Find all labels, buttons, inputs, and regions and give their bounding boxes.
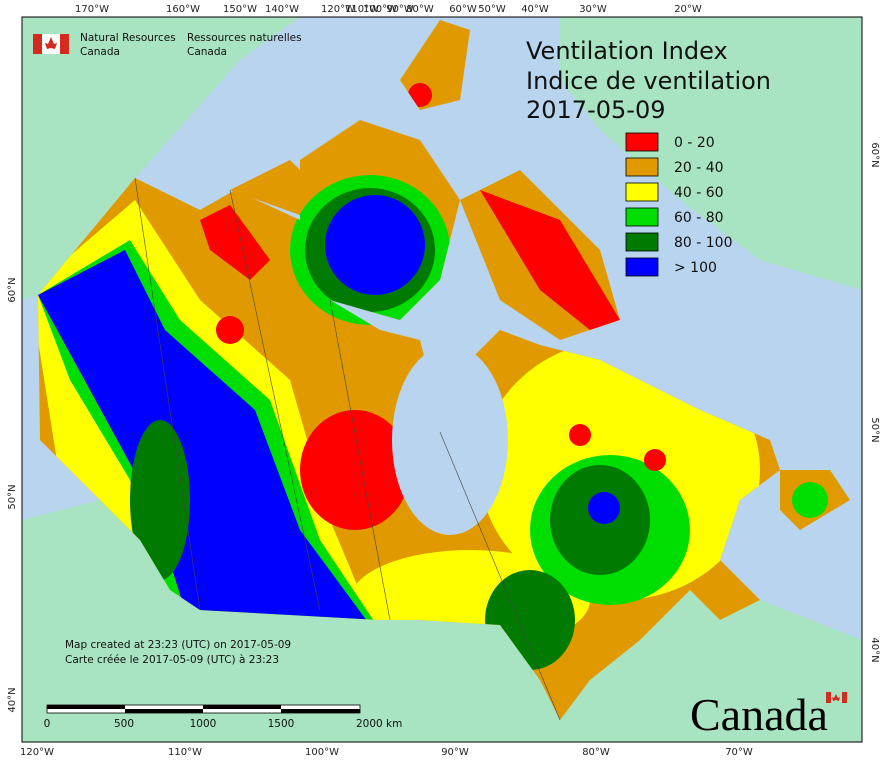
index-60-80 — [792, 482, 828, 518]
index-80-100 — [130, 420, 190, 580]
legend-label: 0 - 20 — [674, 135, 715, 151]
legend-label: 60 - 80 — [674, 210, 724, 226]
index-gt-100 — [325, 195, 425, 295]
longitude-label: 90°W — [441, 747, 469, 758]
index-0-20 — [480, 190, 620, 330]
title: Indice de ventilation — [526, 67, 771, 95]
index-0-20 — [200, 205, 270, 280]
scale-segment — [125, 709, 203, 713]
longitude-label: 20°W — [674, 4, 702, 15]
index-0-20 — [644, 449, 666, 471]
latitude-label: 60°N — [869, 142, 880, 167]
index-0-20 — [408, 83, 432, 107]
index-gt-100 — [588, 492, 620, 524]
title: Ventilation Index — [526, 37, 728, 65]
longitude-label: 110°W — [345, 4, 379, 15]
frame — [21, 16, 863, 743]
index-0-20 — [216, 316, 244, 344]
flag-bar — [33, 34, 42, 54]
longitude-label: 150°W — [223, 4, 257, 15]
greenland — [560, 17, 862, 290]
alaska — [22, 17, 300, 300]
scale-segment — [47, 705, 125, 709]
longitude-label: 110°W — [168, 747, 202, 758]
legend-label: 20 - 40 — [674, 160, 724, 176]
longitude-label: 80°W — [582, 747, 610, 758]
longitude-label: 100°W — [305, 747, 339, 758]
latitude-label: 60°N — [7, 277, 18, 302]
index-0-20 — [569, 424, 591, 446]
legend-swatch — [625, 182, 659, 202]
created-fr: Carte créée le 2017-05-09 (UTC) à 23:23 — [65, 654, 279, 666]
longitude-label: 100°W — [363, 4, 397, 15]
map-body — [22, 17, 862, 742]
scale-segment — [203, 705, 281, 709]
longitude-label: 50°W — [478, 4, 506, 15]
scale-bar: 0 500 1000 1500 2000 km — [44, 704, 402, 730]
legend-swatch — [625, 132, 659, 152]
index-gt-100 — [38, 250, 370, 625]
longitude-label: 60°W — [449, 4, 477, 15]
legend-swatch — [625, 257, 659, 277]
agency-fr: Canada — [187, 46, 227, 58]
legend-label: 80 - 100 — [674, 235, 733, 251]
flag-leaf — [45, 37, 57, 49]
flag-bar — [842, 692, 847, 703]
agency-fr: Ressources naturelles — [187, 32, 302, 44]
legend: 0 - 20 20 - 40 40 - 60 60 - 80 80 - 100 > 100 — [625, 132, 733, 277]
longitude-label: 30°W — [579, 4, 607, 15]
latitude-label: 40°N — [7, 687, 18, 712]
longitude-label: 140°W — [265, 4, 299, 15]
legend-swatch — [625, 232, 659, 252]
index-0-20 — [300, 410, 410, 530]
scale-label: 1000 — [190, 718, 217, 730]
longitude-label: 120°W — [321, 4, 355, 15]
scale-label: 2000 km — [356, 718, 402, 730]
agency-signature: Natural Resources Canada Ressources natu… — [33, 32, 302, 58]
agency-en: Natural Resources — [80, 32, 176, 44]
legend-swatch — [625, 207, 659, 227]
boundaries — [134, 177, 561, 721]
date: 2017-05-09 — [526, 96, 665, 124]
agency-en: Canada — [80, 46, 120, 58]
flag-bar — [60, 34, 69, 54]
latitude-label: 50°N — [869, 417, 880, 442]
longitude-label: 80°W — [406, 4, 434, 15]
flag-leaf — [832, 694, 840, 701]
longitude-label: 170°W — [75, 4, 109, 15]
created-en: Map created at 23:23 (UTC) on 2017-05-09 — [65, 639, 291, 651]
flag-bar — [826, 692, 831, 703]
longitude-label: 90°W — [386, 4, 414, 15]
longitude-label: 70°W — [725, 747, 753, 758]
longitude-label: 40°W — [521, 4, 549, 15]
scale-label: 1500 — [268, 718, 295, 730]
legend-swatch — [625, 157, 659, 177]
longitude-label: 160°W — [166, 4, 200, 15]
scale-segment — [281, 709, 360, 713]
latitude-label: 40°N — [869, 637, 880, 662]
canada-wordmark: Canada — [690, 689, 828, 740]
scale-label: 0 — [44, 718, 51, 730]
legend-label: > 100 — [674, 260, 717, 276]
wordmark: Canada — [690, 689, 847, 740]
longitude-label: 120°W — [20, 747, 54, 758]
united-states — [22, 500, 862, 742]
latitude-label: 50°N — [7, 484, 18, 509]
scale-label: 500 — [114, 718, 134, 730]
graticule-labels: 170°W 160°W 150°W 140°W 120°W110°W100°W90°W8… — [7, 4, 880, 758]
hudson-bay — [392, 345, 508, 535]
legend-label: 40 - 60 — [674, 185, 724, 201]
